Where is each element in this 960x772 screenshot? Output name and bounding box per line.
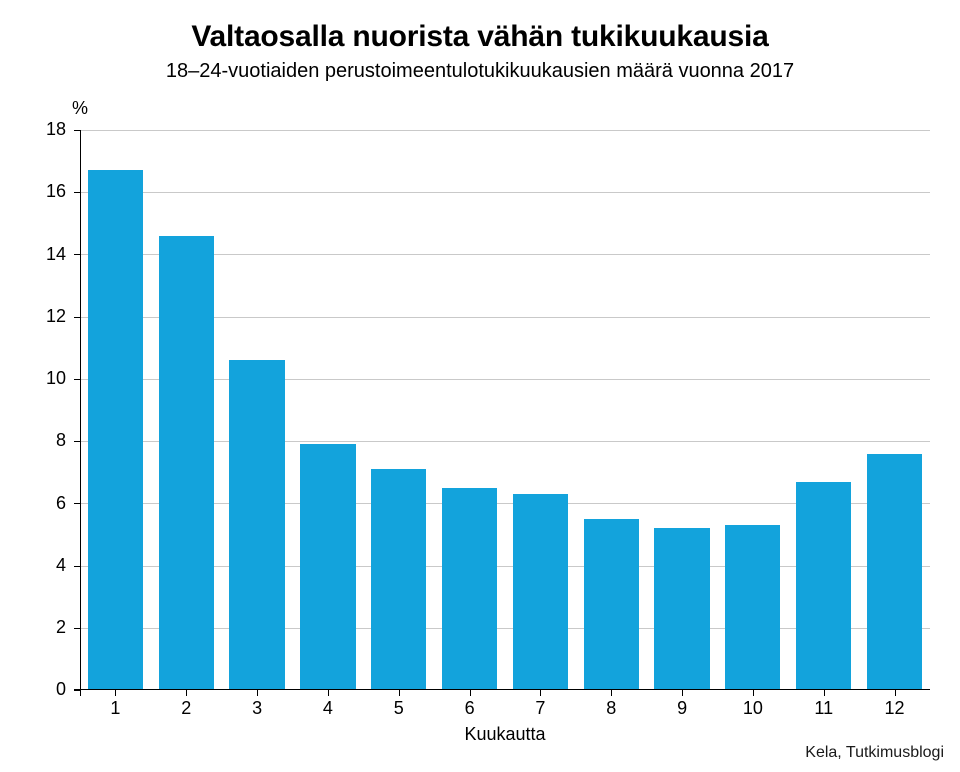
bar-chart: Valtaosalla nuorista vähän tukikuukausia… [0, 0, 960, 772]
bar-slot [505, 130, 576, 690]
x-tick-label: 12 [859, 698, 930, 719]
bar-slot [859, 130, 930, 690]
x-tick-label: 2 [151, 698, 222, 719]
chart-source: Kela, Tutkimusblogi [805, 744, 944, 762]
y-tick-label: 14 [0, 244, 66, 265]
plot-area [80, 130, 930, 690]
x-tick-label: 11 [788, 698, 859, 719]
x-axis-line [74, 689, 930, 690]
y-tick-label: 16 [0, 181, 66, 202]
y-tick-label: 10 [0, 368, 66, 389]
x-tickmark [399, 690, 400, 696]
y-tick-label: 8 [0, 430, 66, 451]
chart-subtitle: 18–24-vuotiaiden perustoimeentulotukikuu… [0, 60, 960, 83]
bar [229, 360, 284, 690]
bar-slot [292, 130, 363, 690]
bar-slot [717, 130, 788, 690]
x-axis-label: Kuukautta [80, 724, 930, 745]
bar-slot [80, 130, 151, 690]
bar-slot [576, 130, 647, 690]
bar-slot [434, 130, 505, 690]
x-tick-label: 8 [576, 698, 647, 719]
x-tickmark [328, 690, 329, 696]
bar [159, 236, 214, 690]
y-tick-label: 18 [0, 119, 66, 140]
x-tick-label: 10 [718, 698, 789, 719]
y-tick-label: 12 [0, 306, 66, 327]
x-tickmark [895, 690, 896, 696]
y-tick-label: 6 [0, 493, 66, 514]
bar [88, 170, 143, 690]
bar-slot [788, 130, 859, 690]
x-tick-label: 5 [363, 698, 434, 719]
y-axis-label: % [72, 98, 88, 119]
bar-slot [363, 130, 434, 690]
x-tick-label: 3 [222, 698, 293, 719]
bar [796, 482, 851, 690]
bar-slot [222, 130, 293, 690]
bar [442, 488, 497, 690]
y-tick-label: 0 [0, 679, 66, 700]
bar [300, 444, 355, 690]
chart-title: Valtaosalla nuorista vähän tukikuukausia [0, 20, 960, 54]
x-tickmark [611, 690, 612, 696]
bar-slot [647, 130, 718, 690]
x-tickmark [257, 690, 258, 696]
bar [513, 494, 568, 690]
x-tickmark [540, 690, 541, 696]
x-tickmark [186, 690, 187, 696]
bar [371, 469, 426, 690]
x-tickmark [682, 690, 683, 696]
x-tick-label: 7 [505, 698, 576, 719]
bar [584, 519, 639, 690]
x-tickmark [115, 690, 116, 696]
y-tick-label: 4 [0, 555, 66, 576]
x-tick-label: 9 [647, 698, 718, 719]
bar [654, 528, 709, 690]
bar [725, 525, 780, 690]
bar-slot [151, 130, 222, 690]
bar [867, 454, 922, 690]
x-tick-label: 4 [293, 698, 364, 719]
bars-container [80, 130, 930, 690]
x-tickmark [470, 690, 471, 696]
x-tick-label: 6 [434, 698, 505, 719]
x-tickmark [753, 690, 754, 696]
y-tick-label: 2 [0, 617, 66, 638]
x-tick-label: 1 [80, 698, 151, 719]
y-axis-line [80, 130, 81, 696]
x-tickmark [824, 690, 825, 696]
